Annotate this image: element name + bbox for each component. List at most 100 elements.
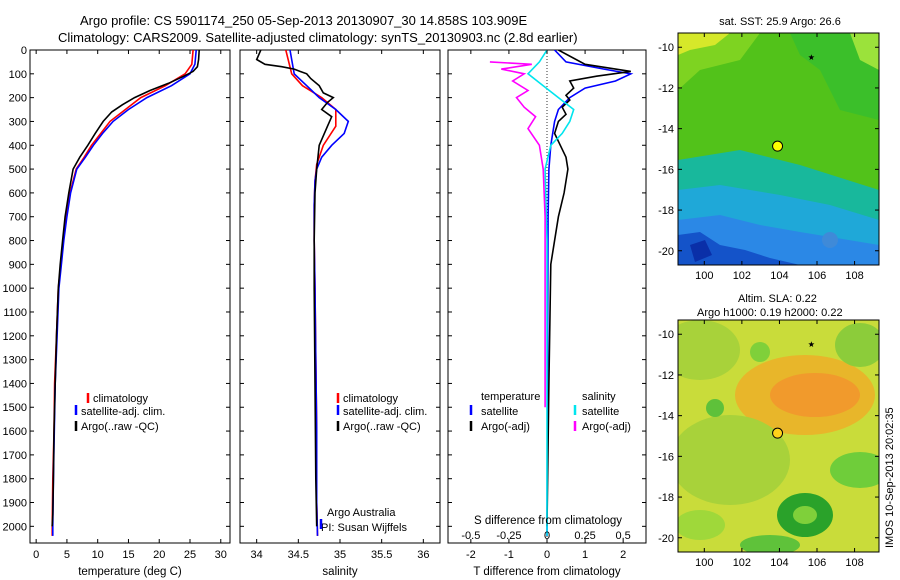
sla-map-title-line2: Argo h1000: 0.19 h2000: 0.22 (697, 307, 843, 319)
y-tick-label: 0 (21, 45, 27, 57)
salinity-legend: climatology satellite-adj. clim. Argo(..… (336, 393, 427, 433)
imos-timestamp: IMOS 10-Sep-2013 20:02:35 (884, 407, 896, 548)
map-y-tick-label: -16 (658, 451, 674, 463)
map-y-tick-label: -12 (658, 370, 674, 382)
sst-argo-position-marker (772, 140, 784, 152)
map-x-tick-label: 104 (770, 557, 788, 569)
y-tick-label: 600 (9, 188, 27, 200)
temperature-x-axis-label: temperature (deg C) (78, 566, 182, 578)
map-x-tick-label: 108 (845, 270, 863, 282)
y-tick-label: 700 (9, 212, 27, 224)
legend-label-sal-argo: Argo(-adj) (582, 421, 631, 433)
sst-star-marker (808, 54, 815, 61)
map-x-tick-label: 100 (695, 270, 713, 282)
x-tick-label: 25 (184, 549, 196, 561)
series-line-satellite-adj-clim- (289, 50, 350, 536)
x-tick-label: 15 (122, 549, 134, 561)
y-tick-label: 800 (9, 236, 27, 248)
x-tick-label: 0 (544, 549, 550, 561)
annotation-argo-australia: Argo Australia (327, 507, 396, 519)
sla-argo-position-marker (772, 427, 784, 439)
x-tick-label: 5 (64, 549, 70, 561)
map-y-tick-label: -18 (658, 205, 674, 217)
sla-map-title-line1: Altim. SLA: 0.22 (738, 293, 817, 305)
map-x-tick-label: 106 (808, 557, 826, 569)
map-x-tick-label: 102 (733, 270, 751, 282)
series-line-argo-raw-qc- (51, 50, 200, 527)
series-line-salinity-satellite (526, 50, 575, 536)
temperature-panel-frame (29, 49, 231, 544)
x-tick-label: 34.5 (288, 549, 309, 561)
series-line-temperature-satellite (546, 50, 634, 536)
legend-label-climatology: climatology (343, 393, 399, 405)
y-tick-label: 1000 (3, 283, 27, 295)
annotation-pi-name: PI: Susan Wijffels (321, 522, 407, 534)
difference-top-axis-label: S difference from climatology (474, 515, 622, 527)
difference-x-axis-label: T difference from climatology (473, 566, 620, 578)
y-tick-label: 900 (9, 259, 27, 271)
y-tick-label: 1900 (3, 498, 27, 510)
map-x-tick-label: 102 (733, 557, 751, 569)
x-tick-label: 0 (33, 549, 39, 561)
map-x-tick-label: 106 (808, 270, 826, 282)
y-tick-label: 1100 (3, 307, 27, 319)
y-tick-label: 200 (9, 93, 27, 105)
map-y-tick-label: -18 (658, 492, 674, 504)
map-y-tick-label: -12 (658, 83, 674, 95)
x-tick-label: 35 (334, 549, 346, 561)
legend-group-temperature: temperature (481, 391, 540, 403)
map-y-tick-label: -14 (658, 411, 674, 423)
top-x-tick-label: 0.25 (574, 530, 595, 542)
y-tick-label: 1400 (3, 378, 27, 390)
map-y-tick-label: -16 (658, 164, 674, 176)
series-line-temperature-argo-adj- (546, 50, 631, 527)
map-y-tick-label: -10 (658, 329, 674, 341)
legend-label-satellite: satellite-adj. clim. (81, 406, 165, 418)
sla-map-image (678, 320, 879, 552)
top-x-tick-label: -0.5 (461, 530, 480, 542)
legend-label-sal-satellite: satellite (582, 406, 619, 418)
legend-label-argo: Argo(..raw -QC) (343, 421, 421, 433)
y-tick-label: 1800 (3, 474, 27, 486)
sst-map-image (678, 33, 879, 265)
y-tick-label: 1200 (3, 331, 27, 343)
sla-map-frame (677, 319, 880, 553)
legend-label-temp-argo: Argo(-adj) (481, 421, 530, 433)
y-tick-label: 1700 (3, 450, 27, 462)
top-x-tick-label: 0.5 (616, 530, 631, 542)
x-tick-label: 34 (251, 549, 263, 561)
sst-map-title: sat. SST: 25.9 Argo: 26.6 (719, 16, 841, 28)
legend-label-argo: Argo(..raw -QC) (81, 421, 159, 433)
x-tick-label: 10 (92, 549, 104, 561)
sla-star-marker (808, 341, 815, 348)
x-tick-label: -2 (466, 549, 476, 561)
map-y-tick-label: -14 (658, 124, 674, 136)
figure-title-line2: Climatology: CARS2009. Satellite-adjuste… (58, 30, 578, 45)
x-tick-label: 2 (620, 549, 626, 561)
x-tick-label: 36 (417, 549, 429, 561)
y-tick-label: 300 (9, 116, 27, 128)
y-tick-label: 100 (9, 69, 27, 81)
salinity-x-axis-label: salinity (322, 566, 357, 578)
series-line-argo-raw-qc- (255, 50, 335, 527)
salinity-panel-frame (239, 49, 441, 544)
top-x-tick-label: 0 (544, 530, 550, 542)
legend-label-climatology: climatology (93, 393, 149, 405)
y-tick-label: 400 (9, 140, 27, 152)
x-tick-label: 30 (215, 549, 227, 561)
y-tick-label: 1500 (3, 402, 27, 414)
map-x-tick-label: 100 (695, 557, 713, 569)
y-tick-label: 2000 (3, 521, 27, 533)
y-tick-label: 1300 (3, 355, 27, 367)
legend-label-temp-satellite: satellite (481, 406, 518, 418)
y-tick-label: 500 (9, 164, 27, 176)
legend-label-satellite: satellite-adj. clim. (343, 406, 427, 418)
x-tick-label: 35.5 (371, 549, 392, 561)
map-x-tick-label: 104 (770, 270, 788, 282)
map-y-tick-label: -20 (658, 246, 674, 258)
temperature-legend: climatology satellite-adj. clim. Argo(..… (74, 393, 165, 433)
map-y-tick-label: -10 (658, 42, 674, 54)
series-line-salinity-argo-adj- (489, 61, 546, 408)
x-tick-label: -1 (504, 549, 514, 561)
